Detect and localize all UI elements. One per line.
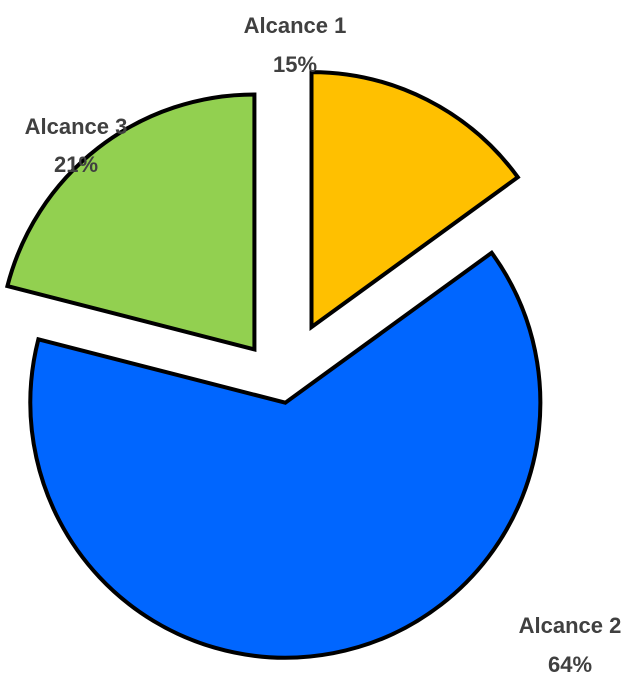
pie-slice-alcance-2 xyxy=(28,250,543,660)
labels-layer: Alcance 1 15% Alcance 2 64% Alcance 3 21% xyxy=(25,13,622,675)
slice-label-percent: 15% xyxy=(273,52,317,77)
slice-label-percent: 64% xyxy=(548,652,592,675)
slice-label-name: Alcance 2 xyxy=(519,613,622,638)
pie-slice-alcance-1 xyxy=(309,70,521,332)
pie-slice-alcance-3 xyxy=(4,92,257,353)
slice-label-name: Alcance 3 xyxy=(25,114,128,139)
slice-label-name: Alcance 1 xyxy=(244,13,347,38)
slice-label-percent: 21% xyxy=(54,152,98,177)
slices-layer xyxy=(4,70,543,660)
